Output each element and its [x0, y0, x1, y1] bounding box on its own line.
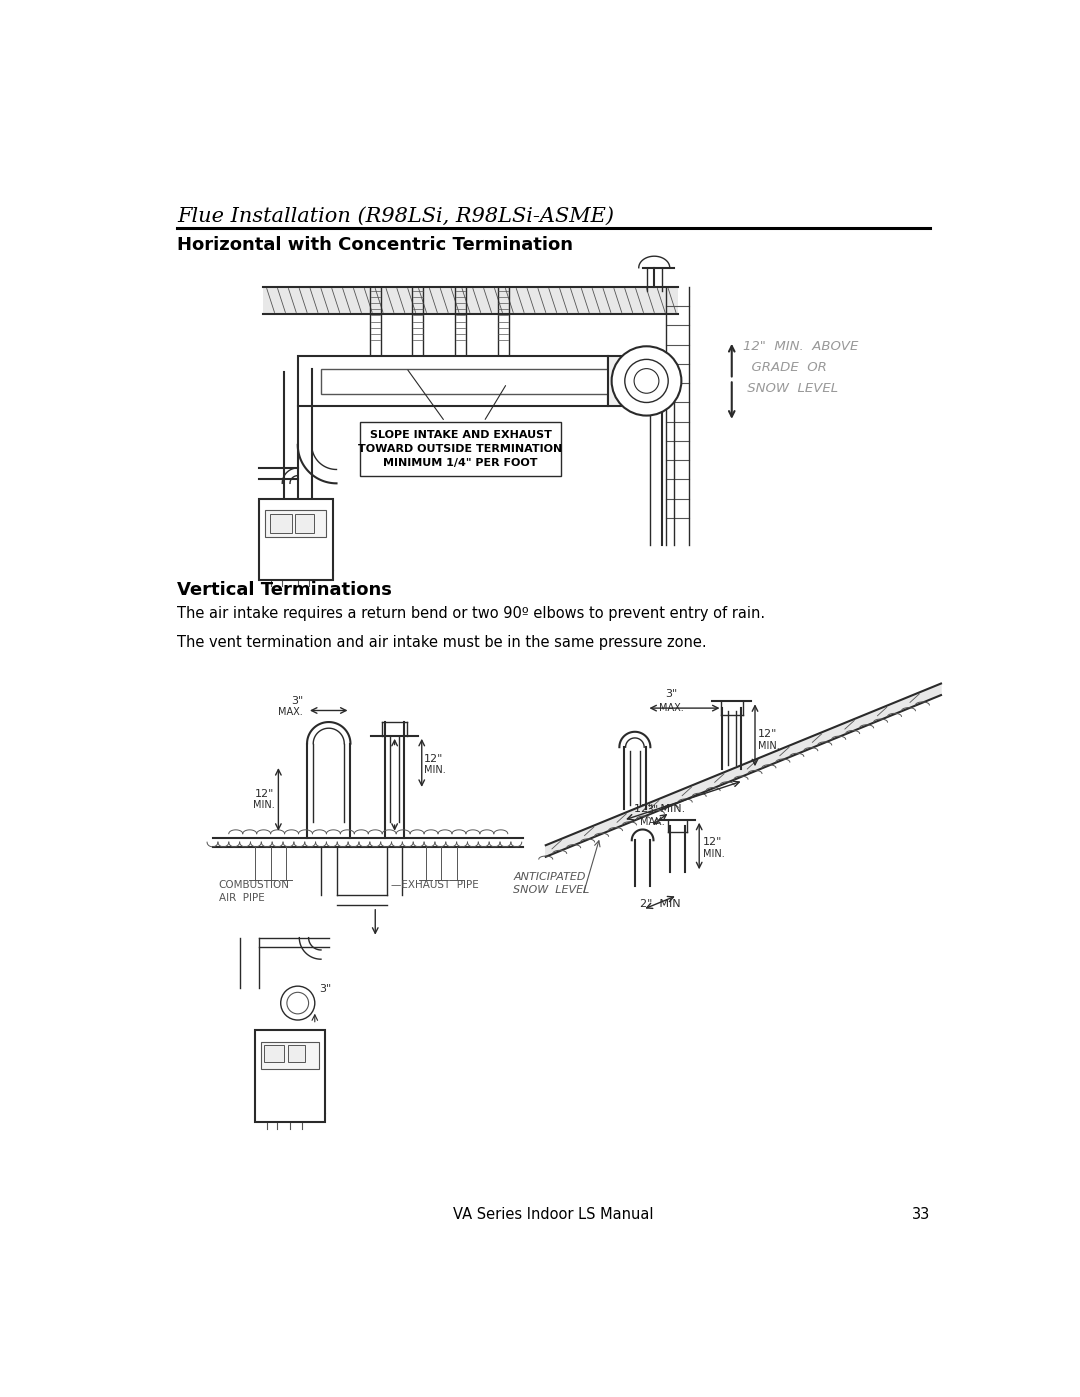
- Circle shape: [287, 992, 309, 1014]
- Text: MAX.: MAX.: [659, 703, 684, 712]
- Text: MIN.: MIN.: [703, 849, 725, 859]
- Bar: [360, 422, 562, 475]
- Bar: [270, 514, 292, 532]
- Text: 12": 12": [758, 729, 778, 739]
- Text: MIN.: MIN.: [758, 740, 780, 752]
- Bar: [265, 1045, 284, 1062]
- Text: ANTICIPATED
SNOW  LEVEL: ANTICIPATED SNOW LEVEL: [513, 872, 590, 895]
- Text: MIN.: MIN.: [424, 764, 446, 775]
- Bar: [287, 1045, 305, 1062]
- Bar: [261, 1042, 319, 1069]
- Bar: [255, 1030, 325, 1122]
- Bar: [643, 380, 677, 395]
- Text: 12": 12": [703, 837, 723, 847]
- Text: SLOPE INTAKE AND EXHAUST
TOWARD OUTSIDE TERMINATION
MINIMUM 1/4" PER FOOT: SLOPE INTAKE AND EXHAUST TOWARD OUTSIDE …: [359, 430, 563, 468]
- Text: VA Series Indoor LS Manual: VA Series Indoor LS Manual: [454, 1207, 653, 1222]
- Polygon shape: [545, 683, 941, 856]
- Text: MAX.: MAX.: [640, 817, 664, 827]
- Text: The air intake requires a return bend or two 90º elbows to prevent entry of rain: The air intake requires a return bend or…: [177, 606, 765, 622]
- Text: COMBUSTION
AIR  PIPE: COMBUSTION AIR PIPE: [218, 880, 289, 902]
- Bar: [259, 499, 333, 580]
- Text: 12"  MIN.  ABOVE
  GRADE  OR
 SNOW  LEVEL: 12" MIN. ABOVE GRADE OR SNOW LEVEL: [743, 341, 859, 395]
- Bar: [608, 356, 638, 407]
- Text: Vertical Terminations: Vertical Terminations: [177, 581, 392, 599]
- Bar: [638, 370, 654, 391]
- Text: 12": 12": [424, 754, 444, 764]
- Text: 12": 12": [255, 789, 274, 799]
- Circle shape: [634, 369, 659, 393]
- Bar: [321, 369, 608, 394]
- Text: 3": 3": [291, 696, 303, 707]
- Text: 3": 3": [665, 689, 678, 700]
- Bar: [262, 286, 677, 314]
- Text: 3": 3": [646, 805, 659, 816]
- Text: 12"  MIN.: 12" MIN.: [634, 805, 686, 814]
- Circle shape: [281, 986, 314, 1020]
- Text: The vent termination and air intake must be in the same pressure zone.: The vent termination and air intake must…: [177, 636, 706, 651]
- Circle shape: [611, 346, 681, 415]
- Text: Horizontal with Concentric Termination: Horizontal with Concentric Termination: [177, 236, 572, 254]
- Bar: [298, 356, 608, 407]
- Text: 2"  MIN: 2" MIN: [639, 898, 680, 909]
- Bar: [266, 510, 326, 538]
- Text: 3": 3": [320, 983, 332, 993]
- Text: —EXHAUST  PIPE: —EXHAUST PIPE: [391, 880, 478, 890]
- Bar: [295, 514, 314, 532]
- Circle shape: [625, 359, 669, 402]
- Text: 33: 33: [912, 1207, 930, 1222]
- Text: MAX.: MAX.: [279, 707, 303, 717]
- Text: MIN.: MIN.: [253, 800, 274, 810]
- Text: Flue Installation (R98LSi, R98LSi-ASME): Flue Installation (R98LSi, R98LSi-ASME): [177, 207, 613, 225]
